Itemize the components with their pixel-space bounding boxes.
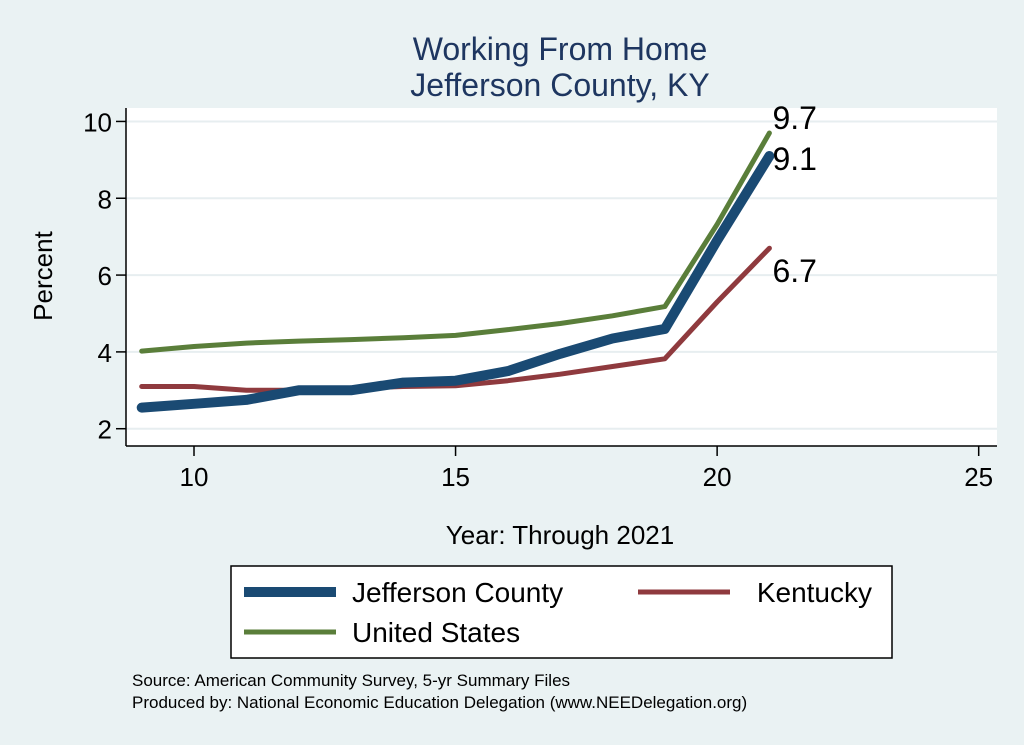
gridlines (126, 120, 997, 430)
legend-label-jefferson-county: Jefferson County (352, 577, 563, 608)
legend: Jefferson County Kentucky United States (244, 577, 872, 648)
source-note: Source: American Community Survey, 5-yr … (132, 671, 570, 690)
series-line-united-states (139, 130, 772, 354)
series-layer (136, 130, 775, 413)
series-line-jefferson-county (136, 151, 775, 413)
y-tick-label: 2 (98, 415, 112, 445)
y-axis-label: Percent (28, 230, 58, 320)
y-tick-label: 6 (98, 261, 112, 291)
chart-title-line-2: Jefferson County, KY (410, 67, 709, 103)
end-label-kentucky: 6.7 (772, 253, 816, 289)
chart-title-line-1: Working From Home (413, 31, 708, 67)
produced-by-note: Produced by: National Economic Education… (132, 693, 747, 712)
end-label-united-states: 9.7 (772, 100, 816, 136)
x-tick-label: 20 (703, 462, 732, 492)
x-tick-label: 15 (441, 462, 470, 492)
y-tick-label: 10 (83, 107, 112, 137)
axes: 2 4 6 8 10 10 15 20 25 (83, 107, 997, 492)
x-axis-label: Year: Through 2021 (446, 520, 674, 550)
legend-label-united-states: United States (352, 617, 520, 648)
x-tick-label: 25 (964, 462, 993, 492)
x-tick-label: 10 (180, 462, 209, 492)
end-label-jefferson-county: 9.1 (772, 141, 816, 177)
end-labels: 9.1 6.7 9.7 (772, 100, 816, 289)
legend-box (230, 565, 893, 659)
y-tick-label: 8 (98, 184, 112, 214)
y-tick-label: 4 (98, 338, 112, 368)
legend-label-kentucky: Kentucky (757, 577, 872, 608)
